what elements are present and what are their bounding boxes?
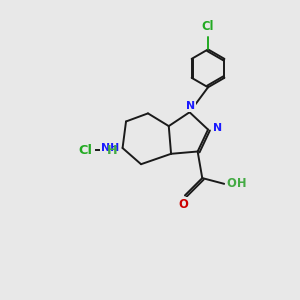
Text: H: H <box>107 144 118 157</box>
Text: N: N <box>213 123 222 134</box>
Text: N: N <box>186 101 195 111</box>
Text: Cl: Cl <box>79 144 93 157</box>
Text: Cl: Cl <box>202 20 214 32</box>
Text: O: O <box>179 198 189 211</box>
Text: H: H <box>237 177 246 190</box>
Text: NH: NH <box>101 143 119 153</box>
Text: O: O <box>226 177 236 190</box>
